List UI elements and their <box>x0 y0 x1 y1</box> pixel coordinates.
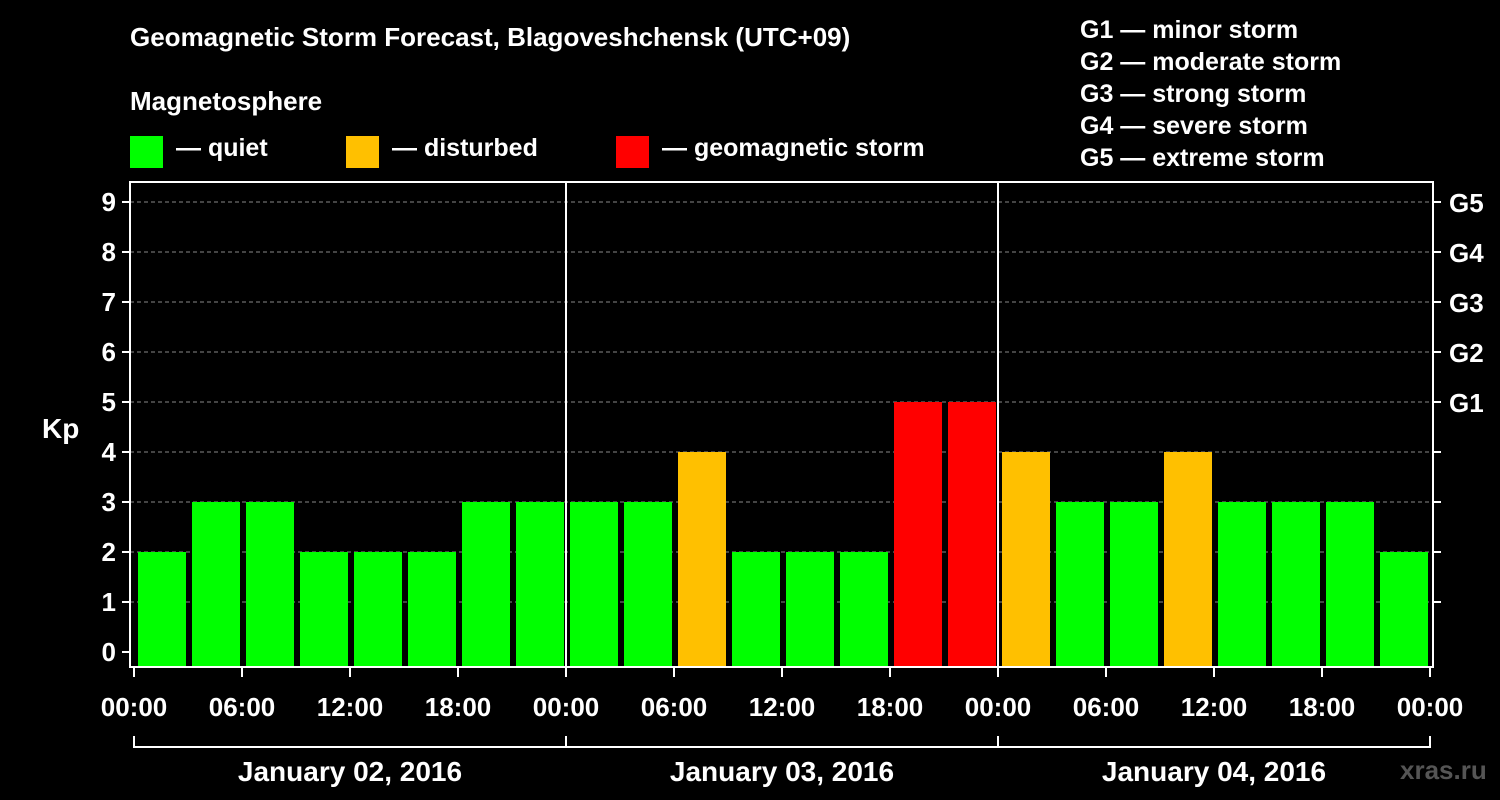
y-tick-label-2: 2 <box>102 537 116 567</box>
kp-bar-4 <box>354 552 402 667</box>
kp-bar-8 <box>570 502 618 667</box>
kp-bar-15 <box>948 402 996 667</box>
y-tick-label-6: 6 <box>102 337 116 367</box>
storm-scale-g3: G3 — strong storm <box>1080 80 1307 108</box>
kp-bar-2 <box>246 502 294 667</box>
kp-bar-22 <box>1326 502 1374 667</box>
x-tick-label-3: 18:00 <box>425 692 492 722</box>
kp-bar-18 <box>1110 502 1158 667</box>
kp-bar-6 <box>462 502 510 667</box>
kp-bar-20 <box>1218 502 1266 667</box>
y-tick-label-4: 4 <box>102 437 117 467</box>
day-label-0: January 02, 2016 <box>238 756 462 787</box>
storm-scale-g4: G4 — severe storm <box>1080 112 1308 140</box>
x-tick-label-1: 06:00 <box>209 692 276 722</box>
chart-title: Geomagnetic Storm Forecast, Blagoveshche… <box>130 22 851 52</box>
y-tick-label-0: 0 <box>102 637 116 667</box>
kp-bar-16 <box>1002 452 1050 667</box>
kp-bar-23 <box>1380 552 1428 667</box>
y-tick-label-7: 7 <box>102 287 116 317</box>
kp-bar-7 <box>516 502 564 667</box>
kp-bar-1 <box>192 502 240 667</box>
legend-swatch-quiet <box>130 136 163 168</box>
legend-label-storm: — geomagnetic storm <box>662 134 925 162</box>
kp-bar-19 <box>1164 452 1212 667</box>
x-tick-label-8: 00:00 <box>965 692 1032 722</box>
legend-item-storm: — geomagnetic storm <box>616 134 956 168</box>
day-label-1: January 03, 2016 <box>670 756 894 787</box>
x-tick-label-5: 06:00 <box>641 692 708 722</box>
x-tick-label-6: 12:00 <box>749 692 816 722</box>
g-scale-label-g5: G5 <box>1449 188 1484 218</box>
x-tick-label-7: 18:00 <box>857 692 924 722</box>
kp-bar-21 <box>1272 502 1320 667</box>
g-scale-label-g3: G3 <box>1449 288 1484 318</box>
legend-swatch-storm <box>616 136 649 168</box>
storm-scale-g1: G1 — minor storm <box>1080 16 1299 44</box>
x-tick-label-9: 06:00 <box>1073 692 1140 722</box>
x-tick-label-12: 00:00 <box>1397 692 1464 722</box>
storm-scale-g5: G5 — extreme storm <box>1080 144 1325 172</box>
g-scale-label-g2: G2 <box>1449 338 1484 368</box>
legend-item-disturbed: — disturbed <box>346 134 586 168</box>
y-tick-label-8: 8 <box>102 237 116 267</box>
y-tick-label-1: 1 <box>102 587 116 617</box>
kp-bar-10 <box>678 452 726 667</box>
kp-bar-5 <box>408 552 456 667</box>
g-scale-label-g1: G1 <box>1449 388 1484 418</box>
y-tick-label-5: 5 <box>102 387 116 417</box>
y-axis-label: Kp <box>42 413 79 444</box>
legend-label-quiet: — quiet <box>176 134 268 162</box>
x-tick-label-10: 12:00 <box>1181 692 1248 722</box>
legend-swatch-disturbed <box>346 136 379 168</box>
x-tick-label-11: 18:00 <box>1289 692 1356 722</box>
kp-bar-12 <box>786 552 834 667</box>
day-label-2: January 04, 2016 <box>1102 756 1326 787</box>
y-tick-label-9: 9 <box>102 187 116 217</box>
storm-scale-list: G1 — minor storm G2 — moderate storm G3 … <box>1080 14 1341 174</box>
x-tick-label-0: 00:00 <box>101 692 168 722</box>
x-tick-label-2: 12:00 <box>317 692 384 722</box>
legend-label-disturbed: — disturbed <box>392 134 538 162</box>
g-scale-label-g4: G4 <box>1449 238 1484 268</box>
kp-bar-14 <box>894 402 942 667</box>
kp-bar-17 <box>1056 502 1104 667</box>
kp-bar-0 <box>138 552 186 667</box>
legend-item-quiet: — quiet <box>130 134 330 168</box>
kp-bar-3 <box>300 552 348 667</box>
kp-bar-13 <box>840 552 888 667</box>
storm-scale-g2: G2 — moderate storm <box>1080 48 1342 76</box>
kp-bar-11 <box>732 552 780 667</box>
kp-bar-9 <box>624 502 672 667</box>
legend-heading: Magnetosphere <box>130 86 323 116</box>
x-tick-label-4: 00:00 <box>533 692 600 722</box>
watermark: xras.ru <box>1400 755 1487 785</box>
y-tick-label-3: 3 <box>102 487 116 517</box>
